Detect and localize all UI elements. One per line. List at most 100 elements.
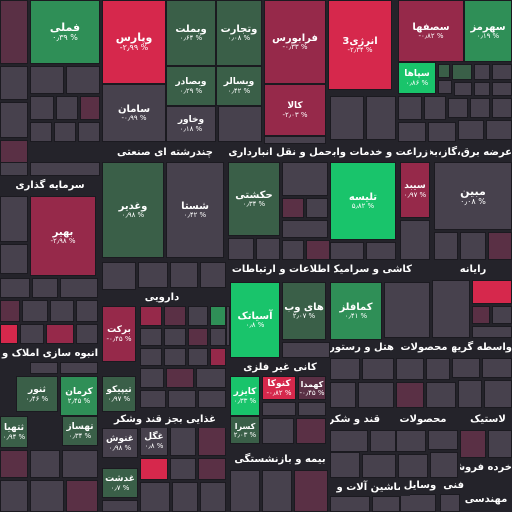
stock-tile[interactable] — [0, 196, 28, 242]
stock-tile[interactable]: سیبد ۰٫۹۷ % — [400, 162, 430, 218]
stock-tile[interactable] — [140, 390, 166, 408]
stock-tile[interactable] — [54, 122, 76, 142]
stock-tile[interactable]: ثتهیا ۰٫۹۴ % — [0, 416, 28, 448]
stock-tile[interactable] — [282, 342, 330, 358]
stock-tile[interactable] — [398, 96, 422, 120]
stock-tile[interactable] — [0, 66, 28, 100]
stock-tile[interactable] — [282, 220, 328, 238]
stock-tile[interactable] — [0, 102, 28, 138]
stock-tile[interactable] — [60, 362, 98, 374]
stock-tile[interactable] — [30, 122, 52, 142]
stock-tile[interactable] — [438, 80, 452, 94]
stock-tile[interactable] — [30, 66, 64, 94]
stock-tile[interactable] — [448, 98, 468, 118]
stock-tile[interactable] — [188, 348, 208, 366]
stock-tile[interactable]: کالا -۲٫۰۳ % — [264, 84, 326, 136]
stock-tile[interactable] — [200, 482, 226, 512]
stock-tile[interactable] — [428, 122, 456, 142]
stock-tile[interactable] — [30, 96, 54, 120]
stock-tile[interactable] — [164, 306, 186, 326]
stock-tile[interactable] — [20, 324, 44, 344]
stock-tile[interactable] — [0, 300, 20, 322]
stock-tile[interactable] — [372, 496, 400, 512]
stock-tile[interactable] — [434, 232, 458, 260]
stock-tile[interactable]: کهمدا -۰٫۴۵ % — [298, 376, 326, 400]
stock-tile[interactable]: غنوش ۰٫۹۸ % — [102, 428, 138, 458]
stock-tile[interactable] — [76, 324, 98, 344]
stock-tile[interactable]: بهیر -۲٫۹۸ % — [30, 196, 96, 276]
stock-tile[interactable] — [472, 326, 512, 338]
stock-tile[interactable] — [486, 120, 512, 140]
stock-tile[interactable] — [78, 122, 100, 142]
stock-tile[interactable] — [396, 430, 426, 452]
stock-tile[interactable] — [428, 430, 458, 450]
stock-tile[interactable] — [166, 368, 194, 388]
stock-tile[interactable] — [66, 66, 100, 94]
stock-tile[interactable] — [440, 494, 460, 512]
stock-tile[interactable]: حکشتی ۰٫۳۴ % — [228, 162, 280, 236]
stock-tile[interactable] — [0, 0, 28, 64]
stock-tile[interactable] — [424, 96, 446, 120]
stock-tile[interactable] — [198, 426, 226, 456]
stock-tile[interactable]: وتجارت ۰٫۰۸ % — [216, 0, 262, 66]
stock-tile[interactable] — [296, 418, 326, 444]
stock-tile[interactable] — [458, 380, 482, 408]
stock-tile[interactable] — [170, 458, 196, 480]
stock-tile[interactable] — [0, 480, 28, 512]
stock-tile[interactable] — [452, 64, 472, 80]
stock-tile[interactable] — [168, 390, 196, 408]
stock-tile[interactable] — [210, 306, 226, 326]
stock-tile[interactable] — [30, 362, 58, 374]
stock-tile[interactable] — [200, 262, 226, 288]
stock-tile[interactable] — [294, 470, 328, 512]
stock-tile[interactable] — [330, 242, 364, 260]
stock-tile[interactable] — [30, 480, 64, 512]
stock-tile[interactable]: مبین ۰٫۰۸ % — [434, 162, 512, 230]
stock-tile[interactable] — [30, 450, 60, 478]
stock-tile[interactable] — [484, 380, 512, 408]
stock-tile[interactable] — [282, 162, 328, 196]
stock-tile[interactable] — [474, 64, 490, 80]
stock-tile[interactable] — [170, 426, 196, 456]
stock-tile[interactable] — [430, 452, 458, 478]
stock-tile[interactable] — [140, 482, 170, 512]
stock-tile[interactable]: تیپیکو ۰٫۹۷ % — [102, 376, 136, 412]
stock-tile[interactable] — [140, 368, 164, 388]
stock-tile[interactable] — [22, 300, 48, 322]
stock-tile[interactable] — [76, 300, 98, 322]
stock-tile[interactable] — [400, 220, 430, 260]
stock-tile[interactable]: وبسالر ۰٫۴۲ % — [216, 66, 262, 106]
stock-tile[interactable] — [458, 120, 484, 140]
stock-tile[interactable] — [210, 328, 226, 346]
stock-tile[interactable] — [226, 306, 230, 346]
stock-tile[interactable] — [264, 136, 326, 144]
stock-tile[interactable]: وخاور ۰٫۱۸ % — [166, 106, 216, 142]
stock-tile[interactable] — [488, 430, 512, 458]
stock-tile[interactable] — [452, 358, 480, 378]
stock-tile[interactable] — [426, 382, 456, 408]
stock-tile[interactable] — [384, 282, 430, 338]
stock-tile[interactable] — [62, 450, 98, 478]
stock-tile[interactable] — [282, 198, 304, 218]
stock-tile[interactable] — [66, 480, 98, 512]
stock-tile[interactable] — [488, 232, 512, 260]
stock-tile[interactable] — [140, 306, 162, 326]
stock-tile[interactable] — [330, 496, 370, 512]
stock-tile[interactable]: وبصادر ۰٫۲۹ % — [166, 66, 216, 106]
stock-tile[interactable] — [256, 238, 280, 260]
stock-tile[interactable]: شستا ۰٫۴۲ % — [166, 162, 224, 258]
stock-tile[interactable] — [398, 122, 426, 142]
stock-tile[interactable] — [30, 162, 100, 176]
stock-tile[interactable] — [438, 64, 450, 78]
stock-tile[interactable] — [164, 328, 186, 346]
stock-tile[interactable]: آسیاتک ۰٫۸ % — [230, 282, 280, 358]
stock-tile[interactable]: کمافلز ۰٫۴۱ % — [330, 282, 382, 340]
stock-tile[interactable] — [138, 262, 168, 288]
stock-tile[interactable] — [400, 494, 436, 512]
stock-tile[interactable]: کنوکا -۰٫۸۲ % — [262, 376, 296, 400]
stock-tile[interactable] — [170, 262, 198, 288]
stock-tile[interactable] — [470, 98, 490, 118]
stock-tile[interactable] — [164, 348, 186, 366]
stock-tile[interactable] — [474, 82, 490, 96]
stock-tile[interactable]: انرژی3 -۲٫۳۴ % — [328, 0, 392, 90]
